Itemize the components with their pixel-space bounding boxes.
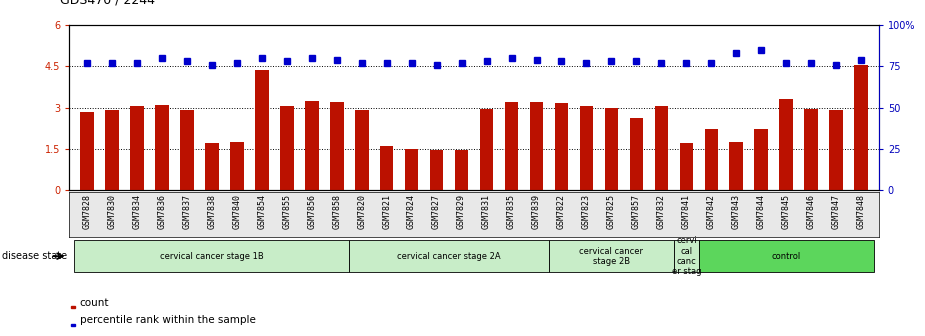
Text: GSM7848: GSM7848	[857, 194, 866, 229]
Bar	[180, 110, 193, 190]
Text: GSM7822: GSM7822	[557, 194, 566, 229]
Bar	[205, 143, 218, 190]
Bar	[555, 103, 568, 190]
Bar	[405, 149, 418, 190]
Text: GSM7823: GSM7823	[582, 194, 591, 229]
Bar	[855, 65, 869, 190]
Bar	[605, 108, 618, 190]
Text: GSM7837: GSM7837	[182, 194, 191, 229]
FancyBboxPatch shape	[674, 240, 699, 272]
Bar	[755, 129, 768, 190]
Bar	[230, 142, 243, 190]
Text: GSM7841: GSM7841	[682, 194, 691, 229]
Bar	[105, 110, 118, 190]
Text: GSM7855: GSM7855	[282, 194, 291, 229]
Bar	[430, 150, 443, 190]
Text: GSM7845: GSM7845	[782, 194, 791, 229]
FancyBboxPatch shape	[74, 240, 349, 272]
Text: GSM7854: GSM7854	[257, 194, 266, 229]
Text: GSM7832: GSM7832	[657, 194, 666, 229]
FancyBboxPatch shape	[349, 240, 549, 272]
Text: count: count	[80, 298, 109, 308]
Bar	[130, 106, 143, 190]
Bar	[480, 109, 493, 190]
Bar	[380, 146, 393, 190]
Bar	[830, 110, 844, 190]
Bar	[680, 143, 693, 190]
Text: GSM7824: GSM7824	[407, 194, 416, 229]
FancyBboxPatch shape	[549, 240, 674, 272]
Text: GDS470 / 2244: GDS470 / 2244	[60, 0, 155, 7]
Bar	[154, 105, 168, 190]
Text: GSM7844: GSM7844	[757, 194, 766, 229]
Text: GSM7830: GSM7830	[107, 194, 117, 229]
Bar	[455, 150, 468, 190]
Bar	[255, 71, 268, 190]
Bar	[705, 129, 718, 190]
Bar	[655, 106, 668, 190]
Text: GSM7858: GSM7858	[332, 194, 341, 229]
Text: GSM7829: GSM7829	[457, 194, 466, 229]
Text: GSM7839: GSM7839	[532, 194, 541, 229]
Bar	[80, 112, 93, 190]
Bar	[505, 102, 518, 190]
Text: GSM7821: GSM7821	[382, 194, 391, 229]
Text: GSM7840: GSM7840	[232, 194, 241, 229]
Text: cervical cancer stage 2A: cervical cancer stage 2A	[397, 252, 501, 261]
Bar	[280, 106, 293, 190]
Bar	[305, 101, 318, 190]
Text: GSM7843: GSM7843	[732, 194, 741, 229]
Text: cervical cancer stage 1B: cervical cancer stage 1B	[160, 252, 264, 261]
Bar	[630, 119, 643, 190]
Bar	[355, 110, 368, 190]
Bar	[805, 109, 819, 190]
FancyBboxPatch shape	[699, 240, 874, 272]
Bar	[330, 102, 343, 190]
Text: GSM7856: GSM7856	[307, 194, 316, 229]
Text: GSM7828: GSM7828	[82, 194, 92, 229]
Text: GSM7820: GSM7820	[357, 194, 366, 229]
Bar	[780, 99, 794, 190]
Text: GSM7825: GSM7825	[607, 194, 616, 229]
Bar	[71, 306, 75, 308]
Text: GSM7835: GSM7835	[507, 194, 516, 229]
Text: cervical cancer
stage 2B: cervical cancer stage 2B	[579, 247, 644, 266]
Text: GSM7836: GSM7836	[157, 194, 166, 229]
Bar	[530, 102, 543, 190]
Text: GSM7831: GSM7831	[482, 194, 491, 229]
Text: control: control	[771, 252, 801, 261]
Bar	[730, 142, 743, 190]
Text: GSM7842: GSM7842	[707, 194, 716, 229]
Bar	[71, 324, 75, 326]
Text: disease state: disease state	[2, 251, 67, 261]
Text: percentile rank within the sample: percentile rank within the sample	[80, 315, 255, 325]
Text: cervi
cal
canc
er stag: cervi cal canc er stag	[672, 236, 701, 276]
Text: GSM7857: GSM7857	[632, 194, 641, 229]
Text: GSM7847: GSM7847	[832, 194, 841, 229]
Bar	[580, 106, 593, 190]
Text: GSM7834: GSM7834	[132, 194, 142, 229]
Text: GSM7846: GSM7846	[807, 194, 816, 229]
Text: GSM7827: GSM7827	[432, 194, 441, 229]
Text: GSM7838: GSM7838	[207, 194, 216, 229]
